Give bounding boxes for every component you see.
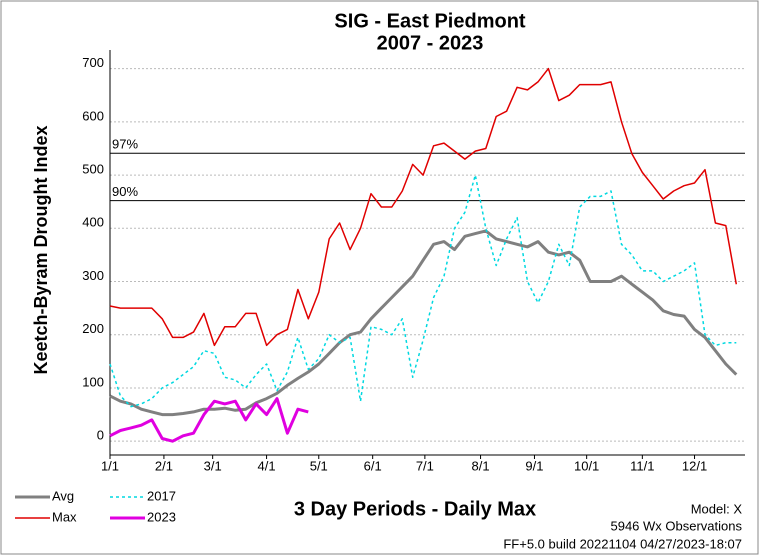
y-tick-label: 0 [97,428,104,443]
y-tick-label: 200 [82,321,104,336]
y-axis-title: Keetch-Byram Drought Index [31,125,51,374]
x-tick-label: 2/1 [155,458,173,473]
x-tick-label: 6/1 [364,458,382,473]
x-tick-label: 12/1 [682,458,707,473]
y-tick-label: 400 [82,215,104,230]
x-tick-label: 3/1 [204,458,222,473]
legend-label: 2017 [147,488,176,503]
annotation: FF+5.0 build 20221104 04/27/2023-18:07 [503,536,742,551]
y-tick-label: 300 [82,268,104,283]
x-tick-label: 1/1 [101,458,119,473]
chart-subtitle: 2007 - 2023 [377,32,484,54]
annotation: 5946 Wx Observations [610,518,742,533]
x-tick-label: 10/1 [574,458,599,473]
y-tick-label: 700 [82,55,104,70]
annotation: Model: X [691,501,743,516]
reference-label: 90% [112,184,138,199]
chart-title: SIG - East Piedmont [334,10,525,32]
x-tick-label: 9/1 [525,458,543,473]
legend-label: Max [52,509,77,524]
legend-label: 2023 [147,509,176,524]
series-line [109,229,738,417]
x-tick-label: 4/1 [258,458,276,473]
series-line [109,397,309,443]
legend-label: Avg [52,488,74,503]
x-tick-label: 11/1 [630,458,654,473]
y-tick-label: 600 [82,108,104,123]
reference-label: 97% [112,137,138,152]
y-tick-label: 100 [82,374,104,389]
x-axis-title: 3 Day Periods - Daily Max [294,498,536,520]
x-tick-label: 8/1 [472,458,490,473]
series-line [109,67,738,347]
x-tick-label: 7/1 [416,458,434,473]
x-tick-label: 5/1 [310,458,328,473]
y-tick-label: 500 [82,162,104,177]
